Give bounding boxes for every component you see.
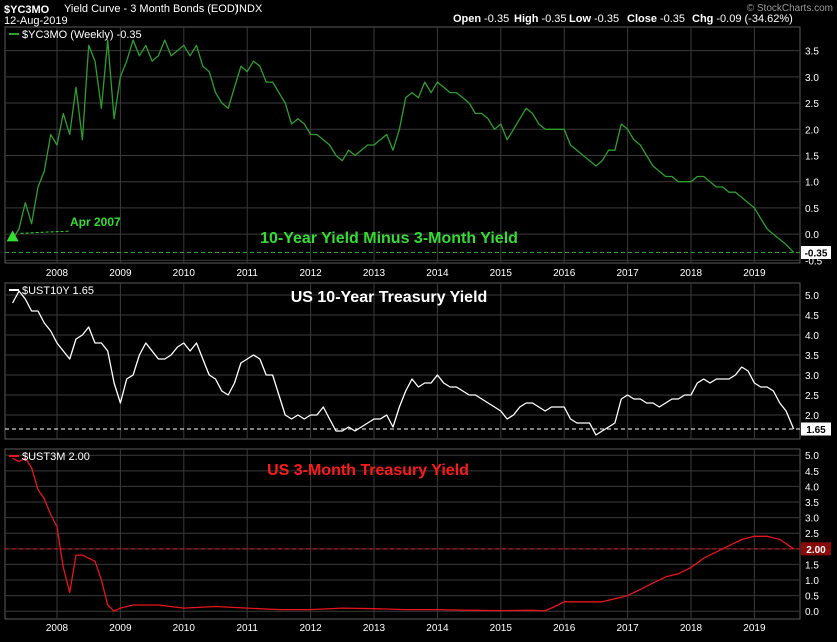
chart-date: 12-Aug-2019 bbox=[4, 15, 68, 27]
y-tick-label: 1.5 bbox=[805, 151, 819, 162]
y-tick-label: 3.5 bbox=[805, 47, 819, 58]
y-tick-label: 1.0 bbox=[805, 576, 819, 587]
y-tick-label: 4.0 bbox=[805, 331, 819, 342]
ust3m-panel: 0.00.51.01.52.02.53.03.54.04.55.02.00$US… bbox=[4, 448, 831, 620]
x-tick-label: 2011 bbox=[236, 623, 258, 634]
legend-text: $YC3MO (Weekly) -0.35 bbox=[22, 29, 142, 41]
panel-frame bbox=[4, 26, 801, 264]
y-tick-label: 0.5 bbox=[805, 592, 819, 603]
y-tick-label: 2.5 bbox=[805, 529, 819, 540]
annotation-leader bbox=[20, 230, 71, 234]
annotation-marker bbox=[6, 230, 19, 242]
last-value-label: 2.00 bbox=[806, 545, 826, 556]
x-tick-label: 2017 bbox=[616, 268, 639, 279]
x-tick-label: 2009 bbox=[109, 623, 132, 634]
x-tick-label: 2008 bbox=[46, 268, 69, 279]
ohlc-value: -0.35 bbox=[594, 13, 619, 25]
legend-text: $UST3M 2.00 bbox=[22, 451, 90, 463]
chart-exchange: INDX bbox=[236, 3, 263, 15]
ohlc-label: Open bbox=[453, 13, 481, 25]
x-tick-label: 2012 bbox=[299, 268, 322, 279]
x-tick-label: 2011 bbox=[236, 268, 258, 279]
last-value-label: 1.65 bbox=[806, 425, 826, 436]
ohlc-label: High bbox=[514, 13, 539, 25]
x-tick-label: 2018 bbox=[680, 268, 703, 279]
panel-title: US 3-Month Treasury Yield bbox=[267, 462, 469, 479]
y-tick-label: 4.0 bbox=[805, 482, 819, 493]
x-tick-label: 2012 bbox=[299, 623, 322, 634]
ohlc-item-low: Low -0.35 bbox=[569, 13, 619, 25]
y-tick-label: -0.5 bbox=[805, 256, 823, 267]
y-tick-label: 2.0 bbox=[805, 411, 819, 422]
panel-frame bbox=[4, 282, 801, 440]
ohlc-value: -0.35 bbox=[484, 13, 509, 25]
x-tick-label: 2013 bbox=[363, 623, 386, 634]
ohlc-value: -0.35 bbox=[660, 13, 685, 25]
x-tick-label: 2019 bbox=[743, 623, 766, 634]
y-tick-label: 5.0 bbox=[805, 291, 819, 302]
ohlc-label: Chg bbox=[692, 13, 713, 25]
y-tick-label: 2.0 bbox=[805, 125, 819, 136]
x-axis-top: 2008 2009 2010 2011 2012 2013 2014 2015 2016 2017… bbox=[46, 268, 766, 279]
y-tick-label: 1.5 bbox=[805, 560, 819, 571]
ohlc-readout: Open -0.35 High -0.35 Low -0.35 Close -0.35 Chg -… bbox=[453, 13, 793, 25]
last-value-box bbox=[801, 422, 831, 436]
y-tick-label: 4.5 bbox=[805, 467, 819, 478]
annotation-label: Apr 2007 bbox=[70, 215, 121, 229]
x-tick-label: 2018 bbox=[680, 623, 703, 634]
y-tick-label: 2.5 bbox=[805, 99, 819, 110]
ohlc-item-open: Open -0.35 bbox=[453, 13, 509, 25]
y-tick-label: 0.0 bbox=[805, 230, 819, 241]
series-line bbox=[12, 290, 795, 436]
y-tick-label: 3.0 bbox=[805, 514, 819, 525]
series-line bbox=[12, 457, 795, 612]
x-tick-label: 2010 bbox=[173, 623, 196, 634]
x-tick-label: 2014 bbox=[426, 268, 449, 279]
x-tick-label: 2009 bbox=[109, 268, 132, 279]
ohlc-value: -0.35 bbox=[541, 13, 566, 25]
last-value-label: -0.35 bbox=[805, 249, 828, 260]
y-tick-label: 3.5 bbox=[805, 351, 819, 362]
watermark: © StockCharts.com bbox=[747, 3, 833, 14]
x-tick-label: 2016 bbox=[553, 268, 576, 279]
last-value-box bbox=[801, 542, 831, 556]
x-tick-label: 2017 bbox=[616, 623, 639, 634]
y-tick-label: 5.0 bbox=[805, 451, 819, 462]
y-tick-label: 1.0 bbox=[805, 178, 819, 189]
y-tick-label: 3.0 bbox=[805, 371, 819, 382]
ohlc-item-chg: Chg -0.09 (-34.62%) bbox=[692, 13, 793, 25]
y-tick-label: 3.5 bbox=[805, 498, 819, 509]
chart-symbol: $YC3MO bbox=[4, 4, 50, 16]
panel-frame bbox=[4, 448, 801, 620]
ohlc-item-high: High -0.35 bbox=[514, 13, 567, 25]
ohlc-item-close: Close -0.35 bbox=[627, 13, 685, 25]
x-tick-label: 2016 bbox=[553, 623, 576, 634]
yield-curve-panel: -0.5 0.0 0.5 1.0 1.5 2.0 2.5 3.0 3.5 -0.35 $YC3MO … bbox=[4, 26, 831, 267]
y-tick-label: 2.5 bbox=[805, 391, 819, 402]
x-tick-label: 2015 bbox=[490, 623, 513, 634]
last-value-box bbox=[801, 246, 831, 260]
ohlc-label: Low bbox=[569, 13, 591, 25]
legend-text: $UST10Y 1.65 bbox=[22, 285, 94, 297]
y-tick-label: 0.0 bbox=[805, 607, 819, 618]
x-tick-label: 2014 bbox=[426, 623, 449, 634]
ohlc-value: -0.09 (-34.62%) bbox=[716, 13, 792, 25]
x-tick-label: 2013 bbox=[363, 268, 386, 279]
y-tick-label: 0.5 bbox=[805, 204, 819, 215]
panel-title: US 10-Year Treasury Yield bbox=[291, 289, 488, 306]
x-tick-label: 2008 bbox=[46, 623, 69, 634]
chart-description: Yield Curve - 3 Month Bonds (EOD) bbox=[64, 3, 238, 15]
panel-title: 10-Year Yield Minus 3-Month Yield bbox=[260, 230, 518, 247]
y-tick-label: 3.0 bbox=[805, 73, 819, 84]
ohlc-label: Close bbox=[627, 13, 657, 25]
x-tick-label: 2015 bbox=[490, 268, 513, 279]
ust10y-panel: 2.0 2.5 3.0 3.5 4.0 4.5 5.0 1.65 $UST10Y 1.65 US … bbox=[4, 282, 831, 440]
y-tick-label: 4.5 bbox=[805, 311, 819, 322]
x-tick-label: 2019 bbox=[743, 268, 766, 279]
series-line bbox=[12, 39, 795, 253]
x-axis-bottom: 2008 2009 2010 2011 2012 2013 2014 2015 2016 2017… bbox=[46, 623, 766, 634]
x-tick-label: 2010 bbox=[173, 268, 196, 279]
